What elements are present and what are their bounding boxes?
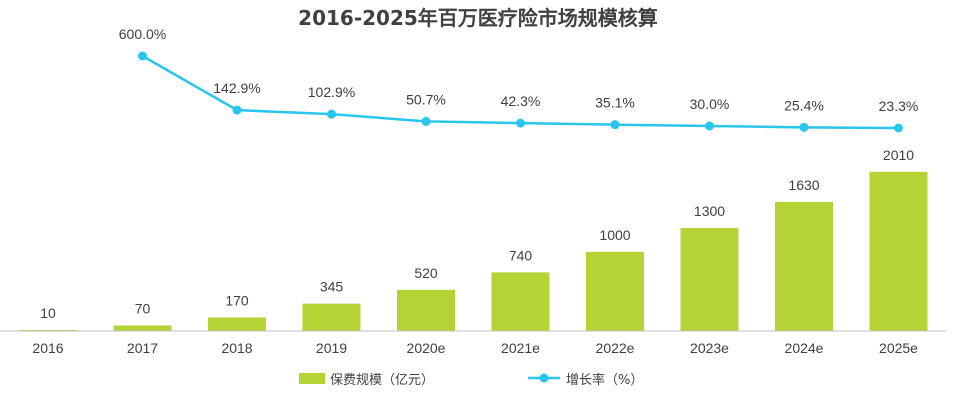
x-tick-label: 2020e (407, 340, 446, 356)
bar (491, 272, 550, 331)
legend-label-bar: 保费规模（亿元） (330, 373, 434, 388)
bar (113, 325, 172, 331)
bar-value-label: 170 (225, 293, 249, 309)
growth-rate-label: 23.3% (879, 98, 919, 114)
bar-value-label: 345 (320, 279, 344, 295)
x-tick-label: 2025e (879, 340, 918, 356)
growth-rate-point (327, 109, 336, 119)
legend-swatch-bar (299, 373, 325, 384)
bar (397, 289, 455, 331)
growth-rate-point (232, 105, 242, 115)
growth-rate-label: 35.1% (595, 95, 635, 111)
bar-value-label: 1300 (694, 203, 725, 219)
growth-rate-point (799, 122, 809, 132)
growth-rate-point (138, 51, 147, 61)
bar-value-label: 1630 (788, 177, 819, 193)
growth-rate-label: 50.7% (406, 91, 446, 107)
bar (775, 201, 833, 331)
bar-value-label: 740 (509, 247, 533, 263)
growth-rate-point (516, 118, 525, 128)
growth-rate-label: 142.9% (213, 80, 260, 96)
x-tick-label: 2023e (690, 340, 729, 356)
growth-rate-label: 600.0% (119, 26, 166, 42)
bar-value-label: 1000 (599, 227, 630, 243)
x-tick-label: 2018 (221, 340, 252, 356)
bar-value-label: 70 (135, 300, 151, 316)
growth-rate-label: 42.3% (501, 93, 541, 109)
bar (680, 228, 739, 331)
bar-series (19, 171, 928, 331)
growth-rate-label: 25.4% (784, 97, 824, 113)
bar (208, 317, 266, 331)
bar-value-label: 10 (40, 305, 56, 321)
x-axis-ticks: 2016 2017 2018 2019 2020e 2021e 2022e 2023e 2024… (32, 340, 918, 356)
chart-title: 2016-2025年百万医疗险市场规模核算 (298, 6, 658, 30)
bar (586, 251, 644, 331)
bar-value-label: 2010 (883, 147, 914, 163)
x-tick-label: 2019 (316, 340, 347, 356)
bar (869, 171, 928, 331)
bar-value-labels: 10 70 170 345 520 740 1000 1300 1630 2010 (40, 147, 914, 321)
x-tick-label: 2024e (785, 340, 824, 356)
line-value-labels: 600.0% 142.9% 102.9% 50.7% 42.3% 35.1% 30.0% 25… (119, 26, 919, 114)
legend: 保费规模（亿元） 增长率（%） (299, 372, 643, 388)
growth-rate-point (610, 120, 620, 130)
x-tick-label: 2017 (127, 340, 158, 356)
x-tick-label: 2016 (32, 340, 63, 356)
growth-rate-point (894, 123, 903, 133)
growth-rate-point (705, 121, 714, 131)
growth-rate-point (421, 116, 431, 126)
bar (302, 303, 361, 331)
bar-value-label: 520 (414, 265, 438, 281)
x-tick-label: 2021e (501, 340, 540, 356)
legend-label-line: 增长率（%） (566, 372, 643, 388)
growth-rate-label: 102.9% (308, 84, 355, 100)
line-series (138, 51, 903, 133)
x-tick-label: 2022e (596, 340, 635, 356)
legend-swatch-marker (539, 373, 549, 383)
growth-rate-label: 30.0% (690, 96, 730, 112)
